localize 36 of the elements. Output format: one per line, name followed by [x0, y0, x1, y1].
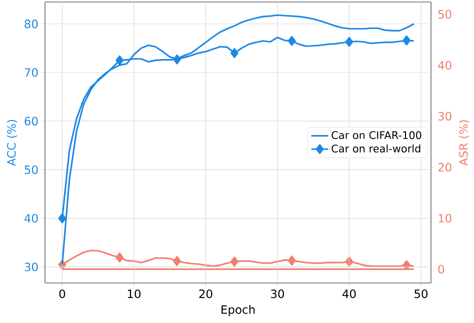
legend-label: Car on real-world: [332, 144, 420, 152]
y2-axis-title: ASR (%): [458, 120, 470, 166]
y-tick-label: 30: [24, 262, 38, 272]
point: [230, 256, 238, 267]
y-tick-label: 50: [24, 165, 38, 174]
x-axis-title: Epoch: [222, 305, 255, 316]
x-tick-label: 20: [199, 290, 212, 298]
point: [402, 260, 411, 270]
y-tick-label: 40: [24, 214, 38, 223]
y-axis-title: ACC (%): [6, 120, 18, 166]
y2-tick-label: 10: [438, 214, 452, 223]
point: [288, 256, 296, 266]
y2-tick-label: 40: [438, 60, 452, 70]
point: [345, 36, 354, 47]
point: [173, 256, 181, 266]
point: [288, 36, 296, 46]
x-tick-label: 10: [128, 290, 140, 298]
point: [402, 35, 411, 46]
y-tick-label: 70: [24, 68, 38, 77]
point: [345, 256, 354, 267]
y-tick-label: 60: [24, 116, 38, 126]
y2-tick-label: 0: [438, 264, 444, 274]
point: [116, 252, 124, 262]
x-tick-label: 40: [342, 290, 356, 298]
y2-tick-label: 20: [438, 162, 452, 172]
legend-label: Car on CIFAR-100: [332, 131, 422, 140]
x-tick-label: 50: [414, 290, 428, 298]
y2-tick-label: 30: [438, 112, 452, 121]
point: [116, 55, 124, 66]
x-tick-label: 30: [271, 290, 284, 298]
point: [230, 48, 238, 58]
y-tick-label: 80: [24, 20, 38, 28]
x-tick-label: 0: [59, 290, 66, 298]
point: [173, 54, 181, 64]
point: [58, 213, 66, 224]
y2-tick-label: 50: [438, 10, 452, 19]
